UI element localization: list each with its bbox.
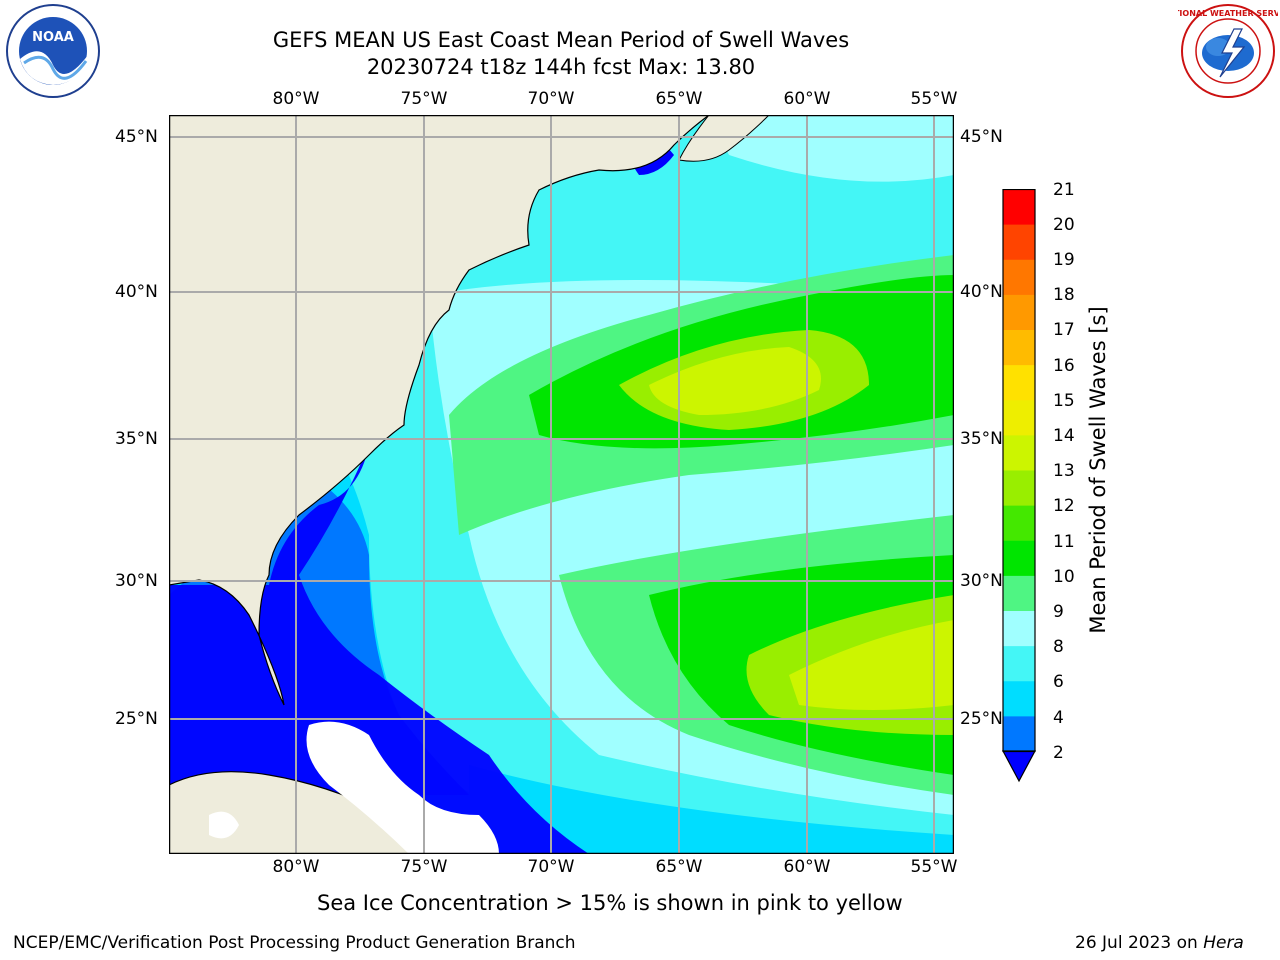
lat-label-left: 40°N: [115, 282, 158, 302]
lat-label-right: 25°N: [960, 709, 1003, 729]
colorbar-segment: [1003, 505, 1035, 541]
colorbar-tick: 18: [1053, 285, 1075, 305]
lon-label-bottom: 65°W: [655, 857, 703, 877]
colorbar-tick: 9: [1053, 602, 1064, 622]
colorbar-segment: [1003, 575, 1035, 611]
colorbar-tick: 13: [1053, 461, 1075, 481]
lon-label-top: 70°W: [527, 89, 575, 109]
chart-title: GEFS MEAN US East Coast Mean Period of S…: [272, 28, 850, 52]
lat-label-right: 45°N: [960, 127, 1003, 147]
colorbar-segment: [1003, 189, 1035, 225]
lon-label-top: 65°W: [655, 89, 703, 109]
lon-label-top: 60°W: [783, 89, 831, 109]
colorbar-label: Mean Period of Swell Waves [s]: [1086, 306, 1110, 634]
lon-label-top: 55°W: [910, 89, 958, 109]
lat-label-right: 30°N: [960, 571, 1003, 591]
noaa-logo-text: NOAA: [32, 30, 74, 45]
lat-label-right: 40°N: [960, 282, 1003, 302]
colorbar-segment: [1003, 259, 1035, 295]
lat-label-left: 25°N: [115, 709, 158, 729]
swell-period-map: [169, 115, 954, 854]
nws-logo-icon: NATIONAL WEATHER SERVICE: [1178, 4, 1278, 98]
footer-date: 26 Jul 2023 on Hera: [1075, 933, 1244, 953]
colorbar-segment: [1003, 540, 1035, 576]
lon-label-bottom: 70°W: [527, 857, 575, 877]
masked-shallows: [306, 721, 499, 854]
lon-label-bottom: 75°W: [400, 857, 448, 877]
colorbar-tick: 20: [1053, 215, 1075, 235]
swell-zone-12-13s: [649, 347, 821, 415]
masked-shallows: [209, 811, 239, 839]
colorbar-tick: 19: [1053, 250, 1075, 270]
colorbar-segment: [1003, 680, 1035, 717]
colorbar-tick: 6: [1053, 672, 1064, 692]
colorbar-frame: [1002, 189, 1036, 753]
lon-label-bottom: 80°W: [272, 857, 320, 877]
colorbar-tick: 8: [1053, 637, 1064, 657]
map-frame: [169, 115, 954, 854]
colorbar-segment: [1003, 715, 1035, 752]
colorbar-segment: [1003, 224, 1035, 260]
nws-logo-text: NATIONAL WEATHER SERVICE: [1178, 9, 1278, 18]
land-north-america: [169, 115, 710, 706]
colorbar-segment: [1003, 470, 1035, 506]
sea-ice-caption: Sea Ice Concentration > 15% is shown in …: [317, 891, 903, 915]
lat-label-right: 35°N: [960, 429, 1003, 449]
colorbar-segment: [1003, 364, 1035, 401]
colorbar-segment: [1003, 294, 1035, 330]
map-grid: [169, 115, 954, 854]
colorbar-tick: 10: [1053, 567, 1075, 587]
footer-credit: NCEP/EMC/Verification Post Processing Pr…: [13, 933, 576, 953]
colorbar-tick: 4: [1053, 708, 1064, 728]
swell-zone-8-9s: [709, 115, 954, 182]
colorbar-segment: [1003, 329, 1035, 366]
land-nova-scotia: [678, 115, 770, 162]
swell-zone-12-13s: [789, 620, 954, 710]
colorbar-segment: [1003, 399, 1035, 436]
colorbar: [1002, 189, 1036, 783]
noaa-logo-icon: NOAA: [6, 4, 100, 98]
lon-label-top: 80°W: [272, 89, 320, 109]
lon-label-bottom: 60°W: [783, 857, 831, 877]
colorbar-tick: 15: [1053, 391, 1075, 411]
colorbar-segment: [1003, 645, 1035, 682]
colorbar-tick: 21: [1053, 180, 1075, 200]
lon-label-bottom: 55°W: [910, 857, 958, 877]
colorbar-tick: 17: [1053, 320, 1075, 340]
colorbar-tick: 11: [1053, 532, 1075, 552]
footer-host: Hera: [1203, 933, 1244, 953]
colorbar-tick: 2: [1053, 743, 1064, 763]
swell-zone-below-2s: [169, 445, 589, 854]
colorbar-tick: 14: [1053, 426, 1075, 446]
chart-subtitle: 20230724 t18z 144h fcst Max: 13.80: [366, 55, 756, 79]
colorbar-tick: 16: [1053, 356, 1075, 376]
colorbar-segment: [1003, 434, 1035, 471]
colorbar-segment: [1003, 610, 1035, 647]
lat-label-left: 35°N: [115, 429, 158, 449]
footer-date-text: 26 Jul 2023 on: [1075, 933, 1204, 953]
lon-label-top: 75°W: [400, 89, 448, 109]
lat-label-left: 45°N: [115, 127, 158, 147]
lat-label-left: 30°N: [115, 571, 158, 591]
colorbar-extend-low: [1002, 750, 1036, 783]
swell-zone-4-6s: [469, 765, 954, 854]
colorbar-tick: 12: [1053, 496, 1075, 516]
